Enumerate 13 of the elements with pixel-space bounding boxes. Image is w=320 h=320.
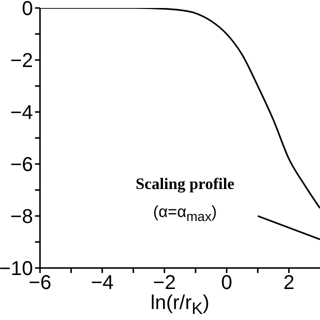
annotation: (α=α$_{max}$) [152, 204, 218, 224]
y-tick-label: −8 [10, 206, 33, 228]
y-tick-label: −2 [10, 50, 33, 72]
y-tick-label: 0 [22, 0, 33, 20]
y-tick-label: −10 [0, 258, 33, 280]
x-axis-title: ln(r/r$_{K}$) [150, 292, 210, 318]
annotation: Scaling profile [134, 176, 236, 194]
x-tick-label: 2 [283, 272, 294, 294]
x-tick-label: −2 [153, 272, 176, 294]
y-tick-label: −4 [10, 102, 33, 124]
x-tick-label: 0 [221, 272, 232, 294]
y-tick-label: −6 [10, 154, 33, 176]
x-tick-label: −4 [90, 272, 114, 294]
